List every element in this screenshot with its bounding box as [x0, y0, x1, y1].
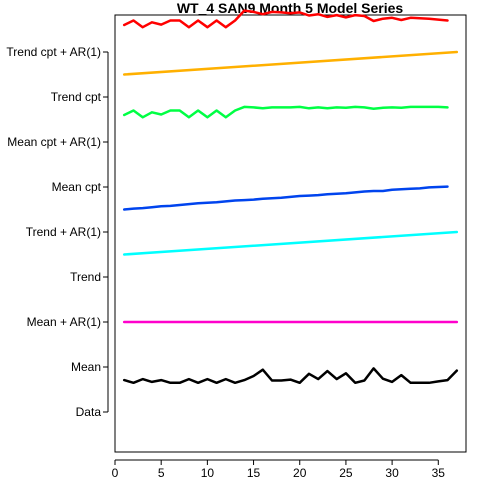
chart-title: WT_4 SAN9 Month 5 Model Series — [177, 0, 404, 16]
x-tick-label: 35 — [432, 466, 446, 480]
series-line-trend — [122, 230, 459, 256]
y-tick-label: Mean cpt — [52, 180, 102, 194]
x-tick-label: 0 — [112, 466, 119, 480]
y-tick-label: Mean — [71, 360, 101, 374]
x-tick-label: 5 — [158, 466, 165, 480]
y-tick-label: Trend cpt + AR(1) — [6, 45, 101, 59]
y-tick-label: Trend cpt — [51, 90, 102, 104]
series-line-data — [122, 367, 459, 385]
x-axis: 0 5 10 15 20 25 30 35 — [112, 459, 446, 480]
x-tick-label: 25 — [339, 466, 353, 480]
x-tick-label: 20 — [293, 466, 307, 480]
y-tick-label: Mean + AR(1) — [27, 315, 101, 329]
series-line-trend-ar-1 — [122, 185, 449, 211]
y-tick-label: Trend + AR(1) — [26, 225, 101, 239]
series-line-trend-cpt-ar-1 — [122, 9, 449, 29]
series-line-mean-cpt-ar-1 — [122, 105, 449, 119]
x-tick-label: 15 — [247, 466, 261, 480]
y-tick-label: Trend — [70, 270, 101, 284]
x-tick-label: 10 — [201, 466, 215, 480]
y-axis: Trend cpt + AR(1) Trend cpt Mean cpt + AR(… — [6, 45, 109, 419]
plot-frame — [114, 14, 467, 453]
x-tick-label: 30 — [385, 466, 399, 480]
y-tick-label: Mean cpt + AR(1) — [7, 135, 101, 149]
y-tick-label: Data — [76, 405, 102, 419]
series-layer — [122, 9, 459, 385]
series-line-trend-cpt — [122, 50, 459, 76]
